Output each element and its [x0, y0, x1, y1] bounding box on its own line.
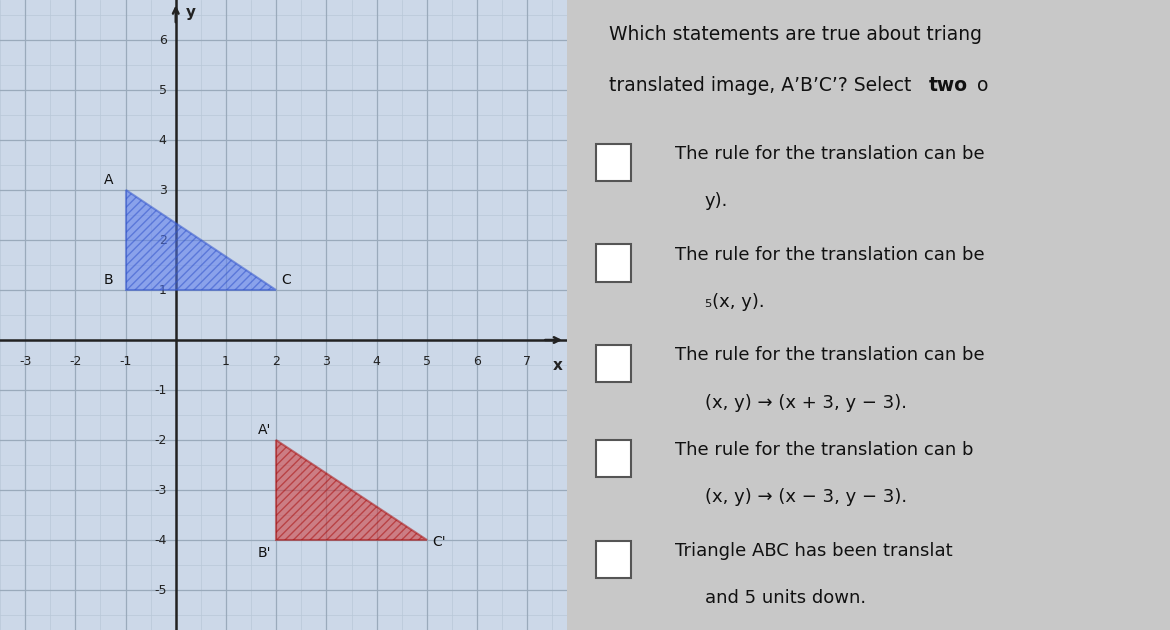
- Text: o: o: [971, 76, 989, 94]
- Text: 1: 1: [159, 284, 166, 297]
- Text: two: two: [928, 76, 968, 94]
- Text: -5: -5: [154, 583, 166, 597]
- Text: 2: 2: [273, 355, 280, 368]
- Text: A: A: [103, 173, 113, 188]
- Text: 5: 5: [159, 84, 166, 96]
- Text: C: C: [281, 273, 291, 287]
- FancyBboxPatch shape: [596, 541, 631, 578]
- Text: 7: 7: [523, 355, 531, 368]
- FancyBboxPatch shape: [596, 440, 631, 477]
- Text: The rule for the translation can be: The rule for the translation can be: [675, 246, 984, 264]
- Text: 4: 4: [373, 355, 380, 368]
- FancyBboxPatch shape: [596, 244, 631, 282]
- Text: x: x: [552, 357, 563, 372]
- Text: (x, y) → (x + 3, y − 3).: (x, y) → (x + 3, y − 3).: [704, 394, 907, 412]
- Text: Triangle ABC has been translat: Triangle ABC has been translat: [675, 542, 952, 560]
- Text: The rule for the translation can b: The rule for the translation can b: [675, 441, 973, 459]
- Text: 4: 4: [159, 134, 166, 147]
- Text: A': A': [257, 423, 271, 437]
- Text: 6: 6: [159, 33, 166, 47]
- Text: B': B': [257, 546, 271, 560]
- Text: 1: 1: [222, 355, 230, 368]
- Text: 3: 3: [159, 183, 166, 197]
- Text: translated image, A’B’C’? Select: translated image, A’B’C’? Select: [610, 76, 917, 94]
- Text: -1: -1: [154, 384, 166, 396]
- Text: -1: -1: [119, 355, 132, 368]
- Text: The rule for the translation can be: The rule for the translation can be: [675, 346, 984, 365]
- Text: y: y: [186, 5, 195, 20]
- Polygon shape: [125, 190, 276, 290]
- Text: Which statements are true about triang: Which statements are true about triang: [610, 25, 982, 44]
- Text: 6: 6: [473, 355, 481, 368]
- Text: B: B: [103, 273, 113, 287]
- Text: and 5 units down.: and 5 units down.: [704, 589, 866, 607]
- Text: -2: -2: [154, 433, 166, 447]
- FancyBboxPatch shape: [596, 144, 631, 181]
- Text: 3: 3: [323, 355, 330, 368]
- Text: 2: 2: [159, 234, 166, 246]
- Text: C': C': [432, 536, 446, 549]
- FancyBboxPatch shape: [596, 345, 631, 382]
- Text: -3: -3: [154, 483, 166, 496]
- Text: y).: y).: [704, 192, 728, 210]
- Polygon shape: [276, 440, 427, 540]
- Text: -4: -4: [154, 534, 166, 546]
- Text: The rule for the translation can be: The rule for the translation can be: [675, 145, 984, 163]
- Text: -2: -2: [69, 355, 82, 368]
- Text: ₅(x, y).: ₅(x, y).: [704, 293, 764, 311]
- Text: -3: -3: [19, 355, 32, 368]
- Text: 5: 5: [422, 355, 431, 368]
- Text: (x, y) → (x − 3, y − 3).: (x, y) → (x − 3, y − 3).: [704, 488, 907, 507]
